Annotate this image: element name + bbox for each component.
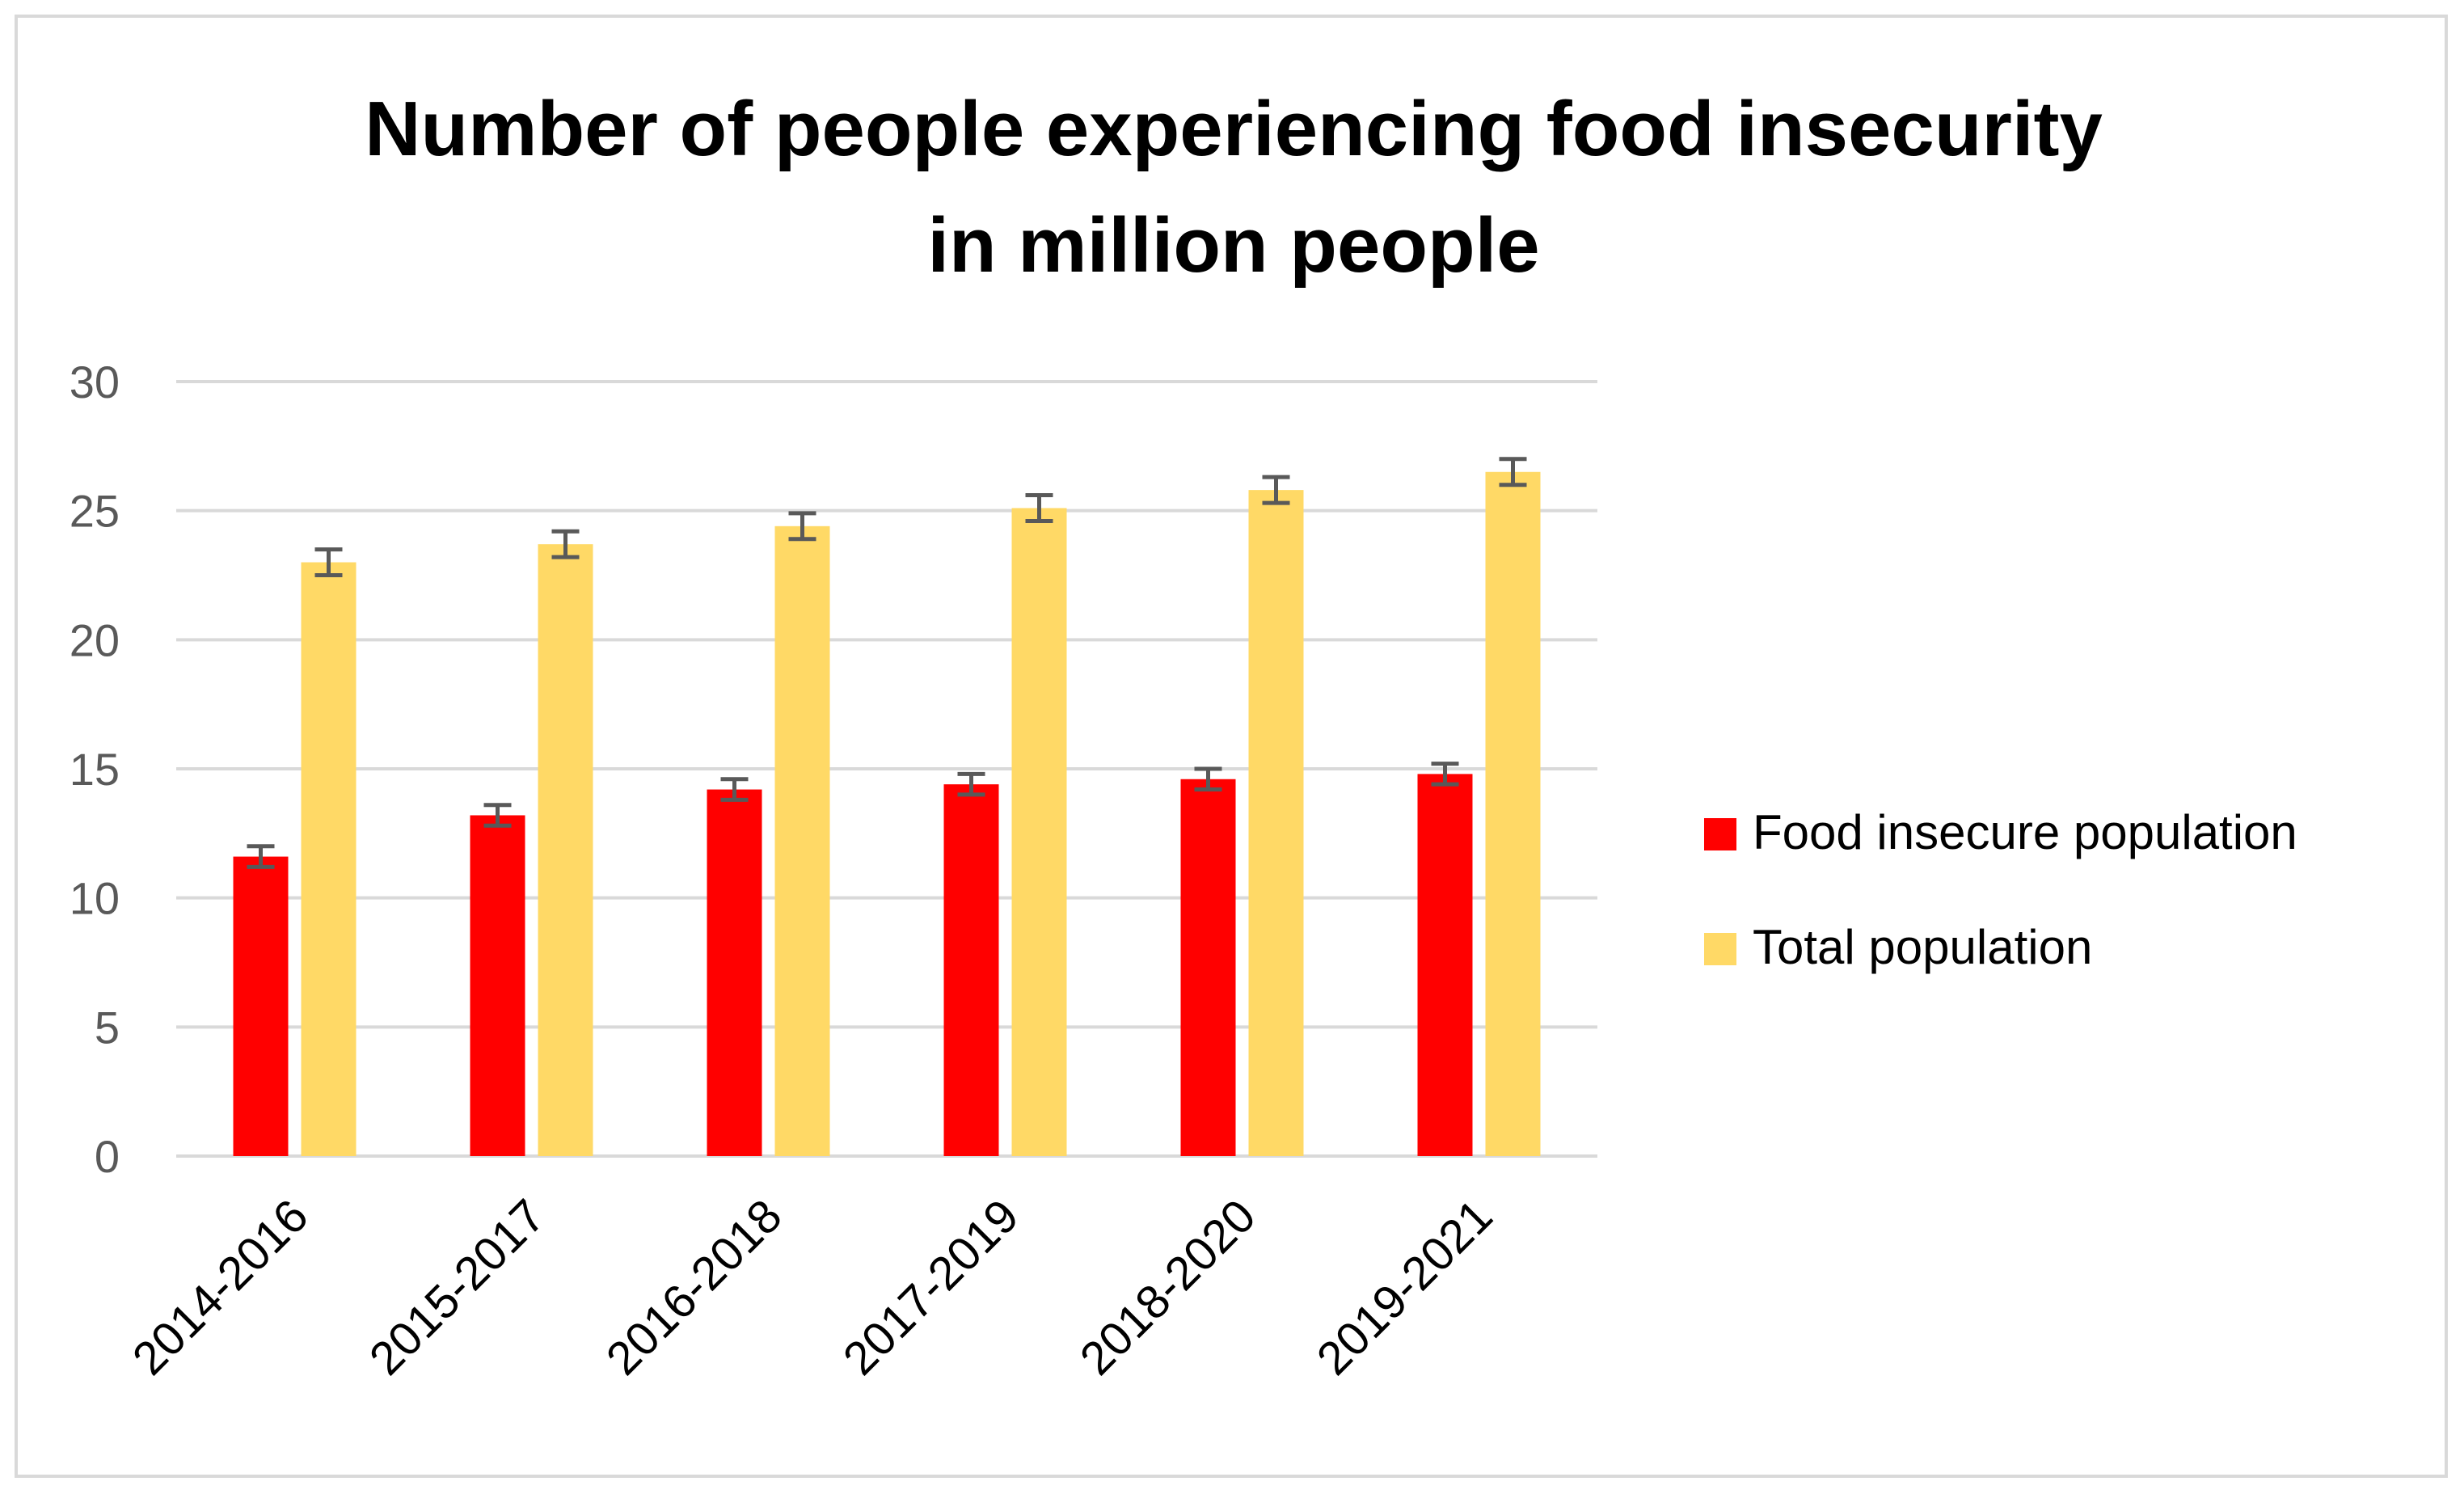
bar-food-insecure-2017-2019 [943, 784, 999, 1156]
gridlines [176, 380, 1597, 1158]
bar-total-2019-2021 [1485, 471, 1541, 1156]
bar-food-insecure-2015-2017 [470, 815, 525, 1156]
bar-total-2018-2020 [1248, 490, 1304, 1156]
error-bar [1431, 762, 1459, 787]
error-bar [788, 511, 816, 542]
x-axis-categories: 2014-2016 2015-2017 2016-2018 2017-2019 2018… [123, 1189, 1503, 1385]
chart-title-line-1: Number of people experiencing food insec… [365, 86, 2103, 172]
y-tick-label: 5 [95, 1002, 120, 1053]
legend-label: Total population [1753, 920, 2092, 974]
error-bar [551, 529, 580, 559]
y-tick-label: 20 [70, 614, 120, 665]
y-tick-label: 15 [70, 744, 120, 795]
legend-label: Food insecure population [1753, 805, 2297, 859]
legend: Food insecure population Total population [1704, 805, 2297, 974]
error-bar [314, 547, 343, 577]
error-bar [1262, 475, 1290, 505]
x-tick-label: 2015-2017 [360, 1189, 555, 1385]
y-tick-label: 0 [95, 1131, 120, 1182]
y-tick-label: 10 [70, 873, 120, 924]
error-bar [247, 844, 275, 869]
x-tick-label: 2017-2019 [833, 1189, 1029, 1385]
error-bar [957, 771, 985, 797]
error-bar [1499, 457, 1527, 487]
x-tick-label: 2014-2016 [123, 1189, 319, 1385]
y-tick-label: 30 [70, 357, 120, 407]
bar-total-2014-2016 [301, 562, 357, 1156]
chart-frame [15, 15, 2448, 1478]
chart-title-line-2: in million people [927, 202, 1539, 289]
bar-total-2015-2017 [538, 544, 593, 1156]
bar-food-insecure-2019-2021 [1417, 774, 1473, 1156]
bar-food-insecure-2018-2020 [1180, 779, 1236, 1156]
x-tick-label: 2016-2018 [597, 1189, 792, 1385]
bar-total-2017-2019 [1011, 508, 1067, 1156]
x-tick-label: 2018-2020 [1070, 1189, 1266, 1385]
bar-food-insecure-2014-2016 [233, 856, 289, 1156]
bar-food-insecure-2016-2018 [707, 789, 762, 1156]
legend-swatch [1704, 818, 1736, 850]
y-tick-label: 25 [70, 486, 120, 537]
error-bar [720, 777, 749, 802]
bars [233, 471, 1541, 1156]
error-bar [1025, 493, 1053, 523]
error-bar [483, 803, 512, 828]
error-bar [1194, 766, 1222, 792]
bar-total-2016-2018 [774, 525, 830, 1156]
error-bars [247, 457, 1527, 869]
x-tick-label: 2019-2021 [1307, 1189, 1503, 1385]
legend-swatch [1704, 933, 1736, 965]
y-axis-ticks: 0 5 10 15 20 25 30 [70, 357, 120, 1182]
